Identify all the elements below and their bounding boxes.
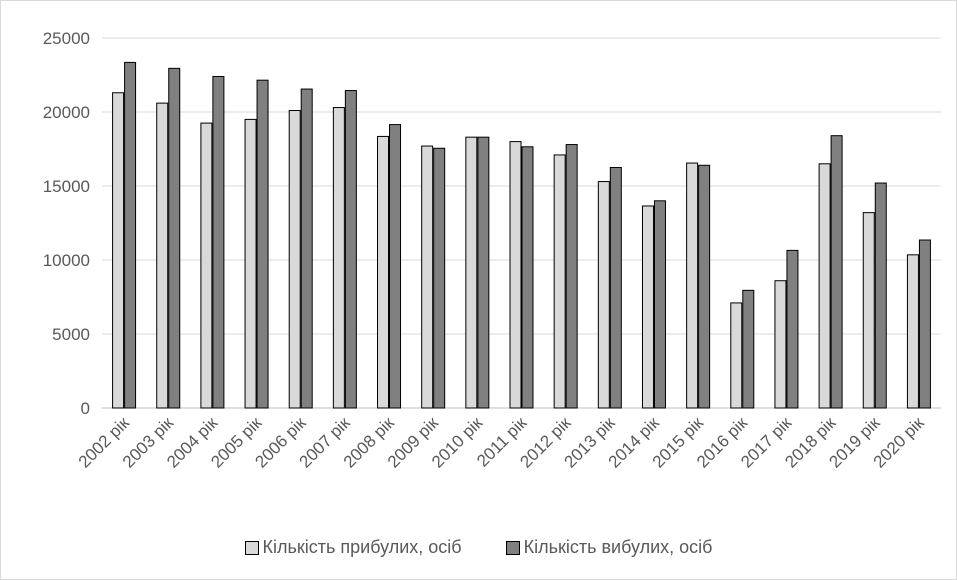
- bar-arrivals: [818, 163, 831, 409]
- y-tick-label: 10000: [43, 251, 90, 270]
- bar-departures: [477, 136, 490, 409]
- bar-departures: [609, 167, 622, 409]
- y-tick-label: 15000: [43, 177, 90, 196]
- bar-arrivals: [597, 181, 610, 409]
- legend-swatch-departures: [505, 540, 520, 555]
- bar-departures: [389, 124, 402, 409]
- bar-arrivals: [730, 302, 743, 409]
- y-tick-label: 25000: [43, 29, 90, 48]
- legend-swatch-arrivals: [244, 540, 259, 555]
- bar-departures: [565, 144, 578, 409]
- bar-departures: [918, 239, 931, 409]
- bar-departures: [300, 88, 313, 409]
- bar-departures: [256, 79, 269, 409]
- bar-departures: [698, 164, 711, 409]
- bar-arrivals: [862, 212, 875, 409]
- legend-item-departures: Кількість вибулих, осіб: [505, 537, 713, 558]
- bar-arrivals: [112, 92, 125, 409]
- bar-arrivals: [156, 102, 169, 409]
- legend-label-departures: Кількість вибулих, осіб: [523, 537, 713, 557]
- bar-arrivals: [509, 141, 522, 409]
- bar-departures: [344, 90, 357, 409]
- bar-departures: [521, 146, 534, 409]
- bar-departures: [786, 249, 799, 409]
- bar-arrivals: [553, 154, 566, 409]
- bar-departures: [212, 75, 225, 409]
- bar-arrivals: [332, 107, 345, 409]
- legend-item-arrivals: Кількість прибулих, осіб: [244, 537, 462, 558]
- bar-departures: [742, 289, 755, 409]
- y-tick-label: 5000: [52, 325, 90, 344]
- bar-departures: [433, 147, 446, 409]
- bar-departures: [124, 61, 137, 409]
- bar-arrivals: [686, 162, 699, 409]
- legend: Кількість прибулих, осіб Кількість вибул…: [0, 537, 957, 558]
- bar-arrivals: [244, 118, 257, 409]
- bar-arrivals: [377, 135, 390, 409]
- bar-departures: [830, 135, 843, 409]
- y-tick-label: 0: [81, 399, 90, 418]
- bar-arrivals: [288, 110, 301, 409]
- bar-departures: [653, 200, 666, 409]
- bar-arrivals: [641, 205, 654, 409]
- y-tick-label: 20000: [43, 103, 90, 122]
- bar-arrivals: [465, 136, 478, 409]
- bar-arrivals: [200, 122, 213, 409]
- bar-departures: [874, 182, 887, 409]
- bar-departures: [168, 67, 181, 409]
- bar-arrivals: [421, 145, 434, 409]
- bar-arrivals: [906, 254, 919, 409]
- bar-arrivals: [774, 280, 787, 409]
- legend-label-arrivals: Кількість прибулих, осіб: [262, 537, 462, 557]
